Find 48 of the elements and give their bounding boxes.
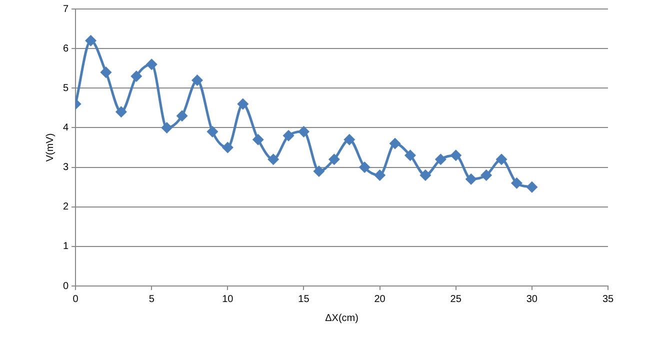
point xyxy=(86,35,96,46)
point xyxy=(344,134,355,145)
point xyxy=(116,106,126,118)
point xyxy=(283,130,294,141)
point xyxy=(238,98,248,110)
point xyxy=(252,134,264,145)
x-axis-title: ΔX(cm) xyxy=(325,312,358,324)
point xyxy=(481,170,492,180)
x-tick-label: 35 xyxy=(602,294,614,305)
point xyxy=(207,126,218,137)
y-tick-label: 1 xyxy=(63,241,69,252)
y-tick-label: 7 xyxy=(63,4,69,15)
x-tick-label: 25 xyxy=(450,294,462,305)
point xyxy=(162,122,172,133)
point xyxy=(268,154,279,165)
y-tick-label: 5 xyxy=(63,82,69,94)
y-tick-label: 2 xyxy=(63,202,69,213)
y-axis-title: V(mV) xyxy=(44,133,56,162)
point xyxy=(390,138,400,149)
point xyxy=(314,166,324,176)
point xyxy=(435,154,446,165)
x-tick-label: 20 xyxy=(374,294,386,305)
point xyxy=(328,154,340,165)
point xyxy=(420,170,431,180)
point xyxy=(192,74,203,86)
point xyxy=(100,67,112,78)
x-tick-label: 15 xyxy=(298,294,310,305)
point xyxy=(450,150,462,161)
y-tick-label: 0 xyxy=(63,280,69,292)
x-tick-label: 10 xyxy=(222,294,234,305)
point xyxy=(222,142,233,153)
x-tick-label: 5 xyxy=(148,294,155,305)
point xyxy=(466,174,476,184)
point xyxy=(146,59,157,70)
y-tick-label: 4 xyxy=(63,122,69,134)
y-tick-label: 6 xyxy=(63,43,69,54)
point xyxy=(374,170,386,180)
point xyxy=(359,162,370,173)
x-tick-label: 0 xyxy=(72,294,79,305)
point xyxy=(511,178,522,188)
point xyxy=(298,126,309,137)
x-tick-label: 30 xyxy=(526,294,538,305)
point xyxy=(176,110,188,122)
point xyxy=(496,154,507,165)
y-tick-label: 3 xyxy=(63,162,69,174)
point xyxy=(131,71,142,82)
point xyxy=(526,182,538,192)
point xyxy=(404,150,416,161)
